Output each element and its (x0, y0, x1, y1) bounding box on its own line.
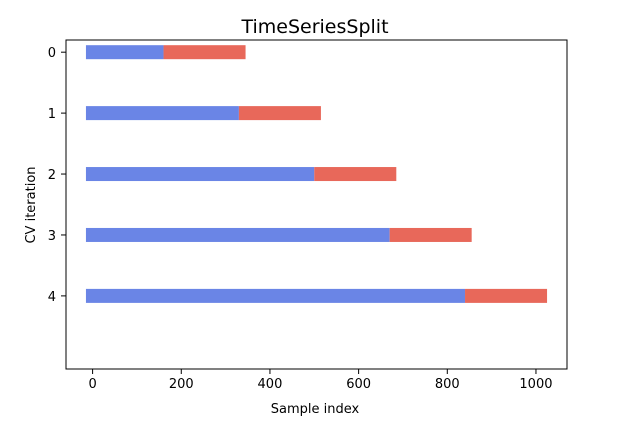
x-tick-label: 200 (169, 377, 194, 392)
bar-test-3 (389, 227, 472, 242)
bars-group (85, 45, 548, 303)
y-ticks: 0 1 2 3 4 (48, 46, 66, 305)
x-tick-label: 0 (88, 377, 96, 392)
bar-test-0 (163, 45, 246, 60)
bar-test-4 (465, 288, 548, 303)
x-axis-label: Sample index (271, 402, 360, 417)
bar-test-2 (314, 167, 397, 182)
y-tick-label: 2 (48, 168, 56, 183)
x-tick-label: 400 (258, 377, 283, 392)
bar-train-3 (85, 227, 390, 242)
y-axis-label: CV iteration (24, 166, 39, 243)
y-tick-label: 1 (48, 107, 56, 122)
y-tick-label: 0 (48, 46, 56, 61)
y-tick-label: 4 (48, 290, 56, 305)
bar-train-0 (85, 45, 164, 60)
x-tick-label: 600 (346, 377, 371, 392)
x-ticks: 0 200 400 600 800 1000 (88, 369, 553, 392)
bar-test-1 (238, 106, 321, 121)
chart-title: TimeSeriesSplit (240, 16, 388, 38)
bar-train-1 (85, 106, 239, 121)
x-tick-label: 1000 (519, 377, 552, 392)
bar-train-2 (85, 167, 315, 182)
x-tick-label: 800 (435, 377, 460, 392)
plot-frame (65, 39, 568, 370)
bar-train-4 (85, 288, 466, 303)
y-tick-label: 3 (48, 229, 56, 244)
